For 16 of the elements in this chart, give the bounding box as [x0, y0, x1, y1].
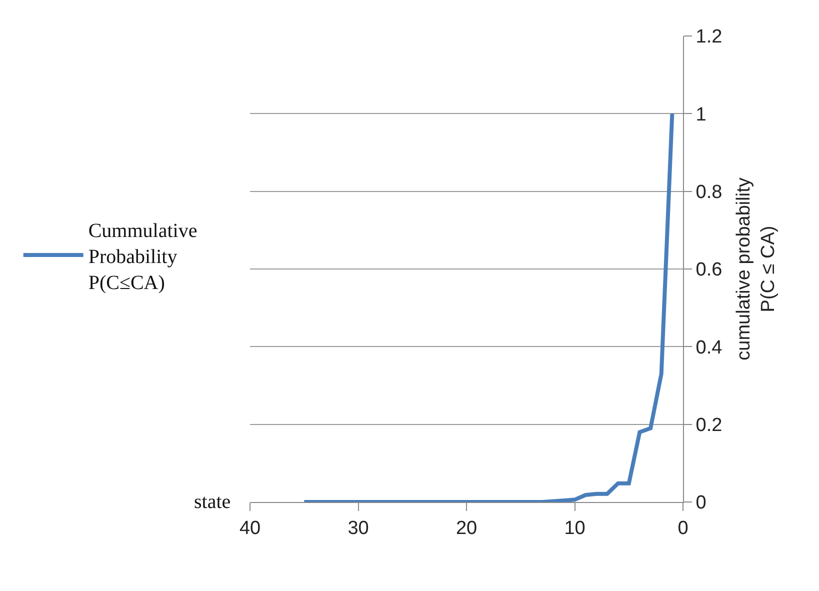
x-tick-label: 10: [564, 518, 586, 539]
y2-tick-label: 0.2: [696, 414, 722, 436]
y2-tick-label: 1: [696, 104, 706, 126]
legend-label: Cummulative Probability P(C≤CA): [88, 220, 198, 294]
y2-tick-label: 0: [696, 492, 706, 514]
y2-tick-label: 0.4: [696, 337, 723, 358]
y2-axis-title: cumulative probability P(C ≤ CA): [733, 177, 780, 360]
x-tick-label: 20: [456, 518, 478, 539]
y2-tick-label: 1.2: [696, 26, 722, 48]
y2-tick-label: 0.8: [696, 182, 722, 203]
x-tick-label: 0: [678, 518, 688, 539]
y2-tick-label: 0.6: [696, 260, 722, 281]
line-series: [302, 112, 674, 502]
x-axis-title: state: [194, 491, 231, 513]
x-tick-label: 30: [348, 518, 369, 539]
x-tick-label: 40: [239, 518, 261, 539]
